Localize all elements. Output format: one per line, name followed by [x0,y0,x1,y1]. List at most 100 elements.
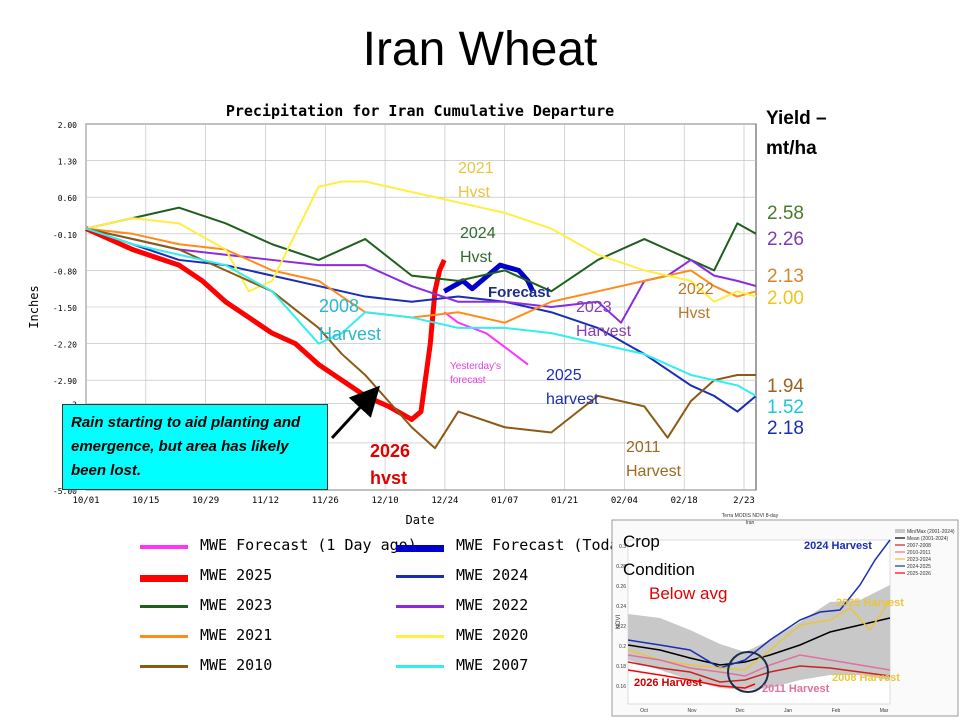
slide-title: Iran Wheat [362,23,598,76]
inset-legend-label: Min/Max (2001-2024) [907,529,955,535]
legend-swatch [140,545,188,549]
annotation-2022-hvst: 2022 Hvst [678,281,714,322]
inset-y-tick: 0.3 [619,544,626,550]
y-tick-label: 0.60 [58,194,77,203]
legend-label: MWE 2024 [456,566,529,584]
inset-highlight-circle [727,651,769,693]
x-tick-layer: 10/01 10/15 10/29 11/12 11/26 12/10 12/24 01/07… [72,496,754,506]
inset-y-tick: 0.18 [616,664,626,670]
y-axis-label: Inches [27,285,41,328]
annotation-yesterdays-forecast: Yesterday's forecast [450,361,502,386]
x-tick-label: 11/26 [312,496,339,506]
yield-value-1: 2.26 [767,229,804,250]
inset-subtitle-line1: Terra MODIS NDVI 8-day [722,513,779,519]
series-mwe-forecast-1-day-ago- [443,311,529,366]
yield-value-4: 1.94 [767,376,804,397]
x-tick-label: 12/10 [372,496,399,506]
annotation-2025-harvest: 2025 harvest [546,367,599,408]
yield-value-3: 2.00 [767,288,804,309]
inset-subtitle-line2: Iran [746,520,755,526]
x-tick-label: 2/23 [733,496,755,506]
inset-legend-label: 2023-2024 [907,557,931,563]
legend-label: MWE 2023 [200,596,273,614]
inset-label-2024-harvest: 2024 Harvest [804,540,872,552]
y-tick-label: -1.50 [53,304,77,313]
series-mwe-2021 [85,227,757,324]
y-tick-label: 1.30 [58,158,77,167]
legend-label: MWE 2020 [456,626,529,644]
inset-2007-2008-line [627,661,891,683]
legend-label: MWE 2007 [456,656,529,674]
inset-y-axis-label: NDVI [616,615,622,630]
inset-x-tick: Jan [784,708,792,714]
inset-x-tick: Oct [640,708,648,714]
legend-swatch [396,545,444,552]
annotation-2023-harvest: 2023 Harvest [576,299,632,340]
inset-y-tick: 0.2 [619,644,626,650]
inset-x-tick: Mar [880,708,889,714]
inset-y-tick: 0.22 [616,624,626,630]
x-tick-label: 02/04 [611,496,638,506]
y-tick-label: 2.00 [58,121,77,130]
x-tick-label: 10/01 [72,496,99,506]
inset-2025-2026-line [627,669,756,689]
annotation-2011-harvest: 2011 Harvest [626,439,682,480]
inset-label-2008-harvest: 2008 Harvest [832,672,900,684]
legend-label: MWE 2022 [456,596,529,614]
legend-label: MWE 2010 [200,656,273,674]
legend-swatch [140,665,188,668]
inset-label-2025-harvest: 2025 Harvest [836,597,904,609]
x-axis-label: Date [406,513,435,527]
inset-x-tick: Feb [832,708,841,714]
legend-swatch [140,635,188,638]
x-tick-label: 01/07 [491,496,518,506]
chart-title: Precipitation for Iran Cumulative Depart… [226,102,614,120]
yield-header: Yield – mt/ha [766,104,827,164]
inset-tick-layer: Oct Nov Dec Jan Feb Mar 0.3 0.28 0.26 0.24 0.22 0.2… [616,544,888,714]
inset-label-2026-harvest: 2026 Harvest [634,677,702,689]
x-tick-label: 02/18 [671,496,698,506]
legend-label: MWE Forecast (1 Day ago) [200,536,417,554]
yield-value-6: 2.18 [767,418,804,439]
inset-mean-line [627,617,891,666]
annotation-2008-harvest: 2008 Harvest [319,296,382,344]
annotation-2026-hvst: 2026 hvst [370,441,411,488]
inset-y-tick: 0.28 [616,564,626,570]
yield-header-line1: Yield – [766,108,827,129]
inset-x-tick: Nov [688,708,697,714]
annotation-2024-hvst: 2024 Hvst [460,225,496,266]
inset-label-2011-harvest: 2011 Harvest [762,683,830,695]
series-mwe-2010 [85,227,756,450]
x-tick-label: 01/21 [551,496,578,506]
legend-label: MWE 2021 [200,626,273,644]
legend-label: MWE 2025 [200,566,273,584]
inset-crop-condition: Crop Condition [623,532,695,579]
yield-header-line2: mt/ha [766,138,817,159]
y-tick-label: -2.20 [53,341,77,350]
annotation-forecast: Forecast [488,284,551,301]
inset-legend-label: Mean (2001-2024) [907,536,948,542]
inset-2024-2025-line [627,539,891,669]
y-tick-label: -5.00 [53,487,77,496]
annotation-2021-hvst: 2021 Hvst [458,160,494,201]
inset-x-tick: Dec [736,708,745,714]
legend-swatch [396,665,444,668]
inset-2010-2011-line [627,654,891,677]
series-layer [84,180,757,450]
callout-box: Rain starting to aid planting and emerge… [62,404,328,490]
series-mwe-2025 [84,226,447,422]
inset-y-tick: 0.26 [616,584,626,590]
y-tick-label: -0.10 [53,231,77,240]
inset-legend: Min/Max (2001-2024)Mean (2001-2024)2007-… [895,529,955,577]
inset-legend-label: 2024-2025 [907,564,931,570]
inset-y-tick: 0.16 [616,684,626,690]
grid-layer [85,123,756,491]
legend-swatch [140,575,188,582]
x-tick-label: 12/24 [431,496,458,506]
legend-swatch [396,635,444,638]
yield-value-0: 2.58 [767,203,804,224]
series-mwe-2007 [85,227,757,397]
legend-swatch [140,605,188,608]
inset-legend-label: 2010-2011 [907,550,931,556]
inset-below-avg: Below avg [649,584,728,603]
